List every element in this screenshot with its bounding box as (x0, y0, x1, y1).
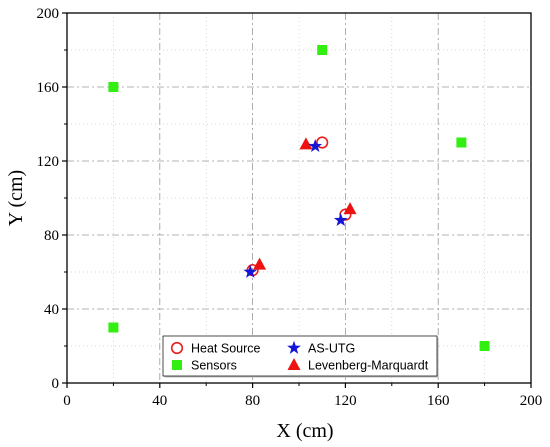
sensors-point (479, 341, 490, 351)
axes: 00 40 40 80 80 120 120 160 160 200 200 (37, 6, 543, 409)
legend-label-as-utg: AS-UTG (308, 342, 355, 356)
legend-marker-levenberg-marquardt (287, 358, 301, 370)
x-tick-label: 160 (427, 393, 450, 409)
x-axis-label: X (cm) (276, 420, 333, 442)
y-tick-label: 120 (37, 154, 60, 170)
legend: Heat Source AS-UTG Sensors Levenberg-Marqua… (162, 335, 439, 378)
y-tick-label: 0 (52, 376, 60, 392)
legend-marker-as-utg (287, 340, 301, 354)
as-utg-point (333, 213, 348, 227)
as-utg-point (243, 264, 258, 278)
y-tick-label: 40 (44, 302, 59, 318)
sensors-point (108, 322, 119, 333)
data-points (108, 45, 490, 351)
y-axis-label: Y (cm) (5, 170, 27, 226)
levenberg-marquardt-point (299, 137, 313, 150)
legend-label-levenberg-marquardt: Levenberg-Marquardt (308, 359, 429, 373)
levenberg-marquardt-point (343, 202, 357, 215)
levenberg-marquardt-point (253, 257, 267, 270)
x-tick-label: 0 (63, 393, 71, 409)
as-utg-point (308, 139, 323, 153)
legend-marker-heat-source (170, 341, 184, 355)
sensors-point (108, 82, 119, 92)
x-tick-label: 200 (520, 393, 543, 409)
y-tick-label: 80 (44, 228, 59, 244)
legend-label-heat-source: Heat Source (191, 342, 261, 356)
heat-source-point (339, 208, 352, 221)
x-tick-label: 80 (245, 393, 260, 409)
grid (67, 13, 531, 383)
y-tick-label: 160 (37, 80, 60, 96)
legend-marker-sensors (172, 360, 182, 370)
heat-source-point (316, 136, 329, 149)
sensors-point (456, 137, 467, 148)
sensors-point (317, 45, 328, 55)
x-tick-label: 40 (152, 393, 167, 409)
x-tick-label: 120 (334, 393, 357, 409)
y-tick-label: 200 (37, 6, 60, 22)
legend-label-sensors: Sensors (191, 359, 237, 373)
